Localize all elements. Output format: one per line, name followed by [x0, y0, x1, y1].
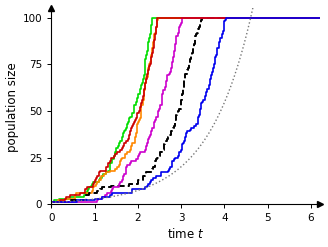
Y-axis label: population size: population size	[6, 62, 19, 152]
X-axis label: time $t$: time $t$	[167, 227, 204, 241]
